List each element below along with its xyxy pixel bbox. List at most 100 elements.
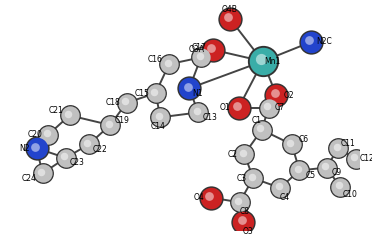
Point (63, 156, 69, 160)
Point (166, 62, 172, 66)
Point (194, 109, 200, 113)
Point (195, 111, 201, 114)
Point (63, 156, 69, 160)
Point (337, 185, 343, 189)
Point (250, 176, 256, 180)
Point (335, 146, 341, 150)
Point (34, 146, 40, 150)
Point (259, 128, 265, 132)
Point (61, 155, 67, 158)
Point (353, 157, 359, 161)
Point (235, 106, 241, 109)
Point (39, 171, 45, 175)
Point (324, 166, 330, 169)
Point (273, 93, 279, 97)
Point (198, 55, 204, 59)
Point (106, 122, 112, 125)
Point (296, 169, 302, 172)
Text: N2: N2 (19, 144, 29, 153)
Point (272, 91, 278, 95)
Point (307, 38, 312, 42)
Point (308, 40, 314, 44)
Point (277, 186, 283, 190)
Point (124, 101, 129, 105)
Text: C8: C8 (240, 208, 250, 216)
Text: C6: C6 (298, 135, 308, 144)
Point (260, 59, 266, 63)
Point (337, 185, 343, 189)
Point (289, 142, 295, 146)
Point (241, 152, 247, 156)
Text: C5: C5 (306, 171, 316, 180)
Text: C13: C13 (202, 113, 217, 122)
Text: C16: C16 (148, 55, 163, 64)
Point (334, 145, 340, 149)
Point (107, 123, 113, 127)
Point (186, 87, 192, 90)
Point (250, 176, 256, 180)
Point (208, 46, 214, 50)
Point (264, 104, 270, 108)
Text: C9: C9 (331, 168, 341, 177)
Point (67, 114, 73, 117)
Point (38, 170, 44, 174)
Text: C19: C19 (114, 116, 129, 125)
Point (277, 186, 283, 190)
Point (260, 59, 266, 63)
Point (266, 106, 272, 109)
Text: C24: C24 (22, 174, 36, 183)
Point (227, 17, 233, 21)
Text: C3: C3 (237, 174, 247, 183)
Point (336, 183, 341, 187)
Point (44, 131, 50, 135)
Point (153, 91, 158, 95)
Point (34, 146, 40, 150)
Text: C1: C1 (252, 116, 262, 125)
Text: C17: C17 (192, 43, 206, 52)
Point (240, 220, 246, 223)
Point (240, 220, 246, 223)
Text: O2: O2 (283, 91, 294, 100)
Text: C12: C12 (360, 154, 372, 163)
Point (208, 196, 214, 199)
Point (156, 114, 162, 118)
Point (351, 155, 357, 159)
Point (107, 123, 113, 127)
Point (240, 151, 246, 155)
Point (259, 128, 265, 132)
Text: C21: C21 (49, 106, 63, 115)
Text: C4: C4 (280, 193, 290, 202)
Point (45, 133, 51, 137)
Point (296, 169, 302, 172)
Text: O3: O3 (243, 227, 254, 236)
Point (67, 114, 73, 117)
Point (186, 87, 192, 90)
Point (287, 141, 293, 145)
Point (239, 218, 245, 222)
Text: C18: C18 (106, 98, 121, 107)
Text: C22: C22 (93, 145, 108, 154)
Text: C20: C20 (28, 130, 42, 139)
Point (235, 199, 241, 203)
Point (225, 15, 231, 19)
Text: C7: C7 (275, 103, 285, 112)
Point (335, 146, 341, 150)
Point (276, 184, 282, 188)
Point (209, 48, 215, 52)
Text: C14: C14 (151, 123, 166, 132)
Point (209, 48, 215, 52)
Text: O4B: O4B (222, 5, 238, 14)
Point (227, 17, 233, 21)
Point (157, 115, 163, 119)
Point (153, 91, 158, 95)
Point (84, 141, 90, 145)
Point (257, 127, 263, 130)
Text: C15: C15 (135, 89, 150, 98)
Text: C10: C10 (342, 190, 357, 199)
Point (185, 85, 190, 89)
Point (324, 166, 330, 169)
Point (235, 106, 241, 109)
Point (165, 61, 171, 65)
Point (295, 167, 301, 171)
Point (124, 101, 129, 105)
